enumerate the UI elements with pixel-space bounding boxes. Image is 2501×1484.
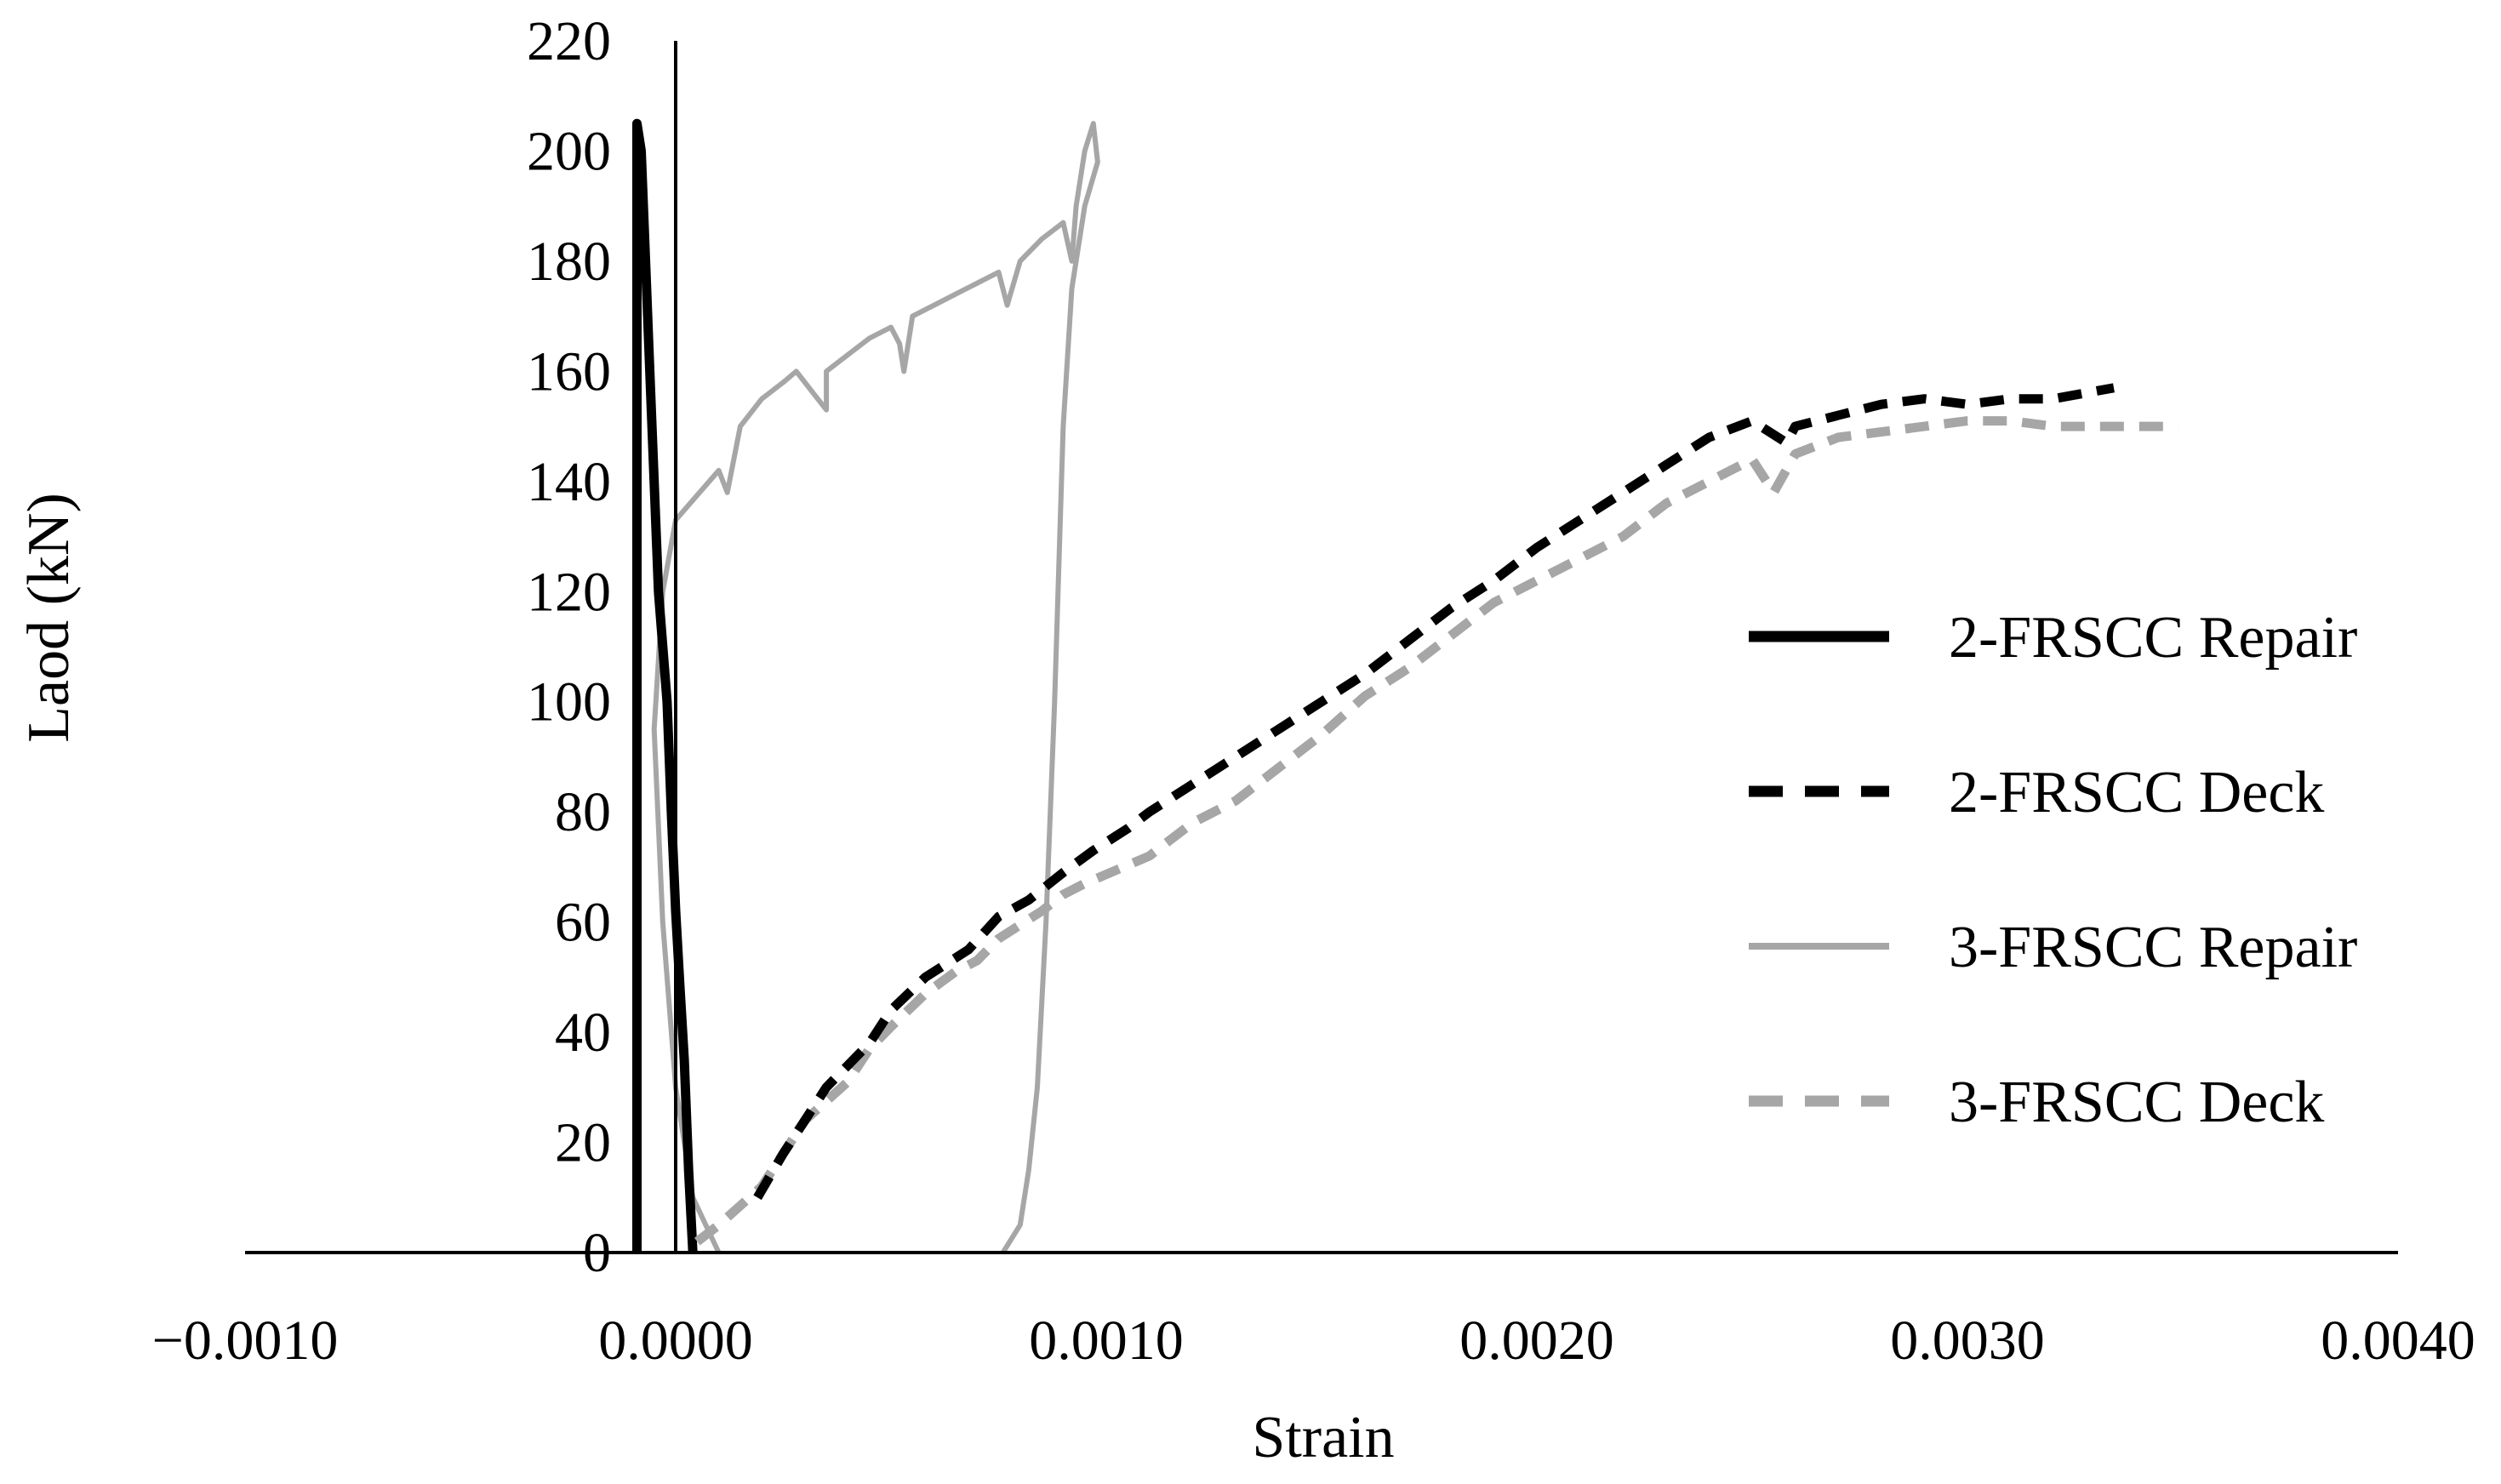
axis-layer — [245, 41, 2398, 1254]
legend: 2-FRSCC Repair 2-FRSCC Deck 3-FRSCC Repair… — [1749, 605, 2357, 1135]
legend-label-3-frscc-repair: 3-FRSCC Repair — [1949, 915, 2357, 980]
x-axis-title: Strain — [1252, 1405, 1394, 1470]
y-tick-label: 20 — [555, 1112, 611, 1174]
legend-label-2-frscc-repair: 2-FRSCC Repair — [1949, 605, 2357, 671]
y-tick-label: 60 — [555, 892, 611, 954]
y-tick-label: 220 — [527, 10, 611, 72]
y-tick-label: 200 — [527, 120, 611, 182]
x-tick-label: −0.0010 — [152, 1310, 339, 1372]
y-tick-label: 140 — [527, 451, 611, 513]
x-tick-label: 0.0020 — [1459, 1310, 1614, 1372]
series-line-2-frscc-repair — [632, 118, 698, 1253]
legend-label-2-frscc-deck: 2-FRSCC Deck — [1949, 760, 2324, 825]
y-tick-label: 160 — [527, 340, 611, 402]
y-axis-title: Laod (kN) — [16, 493, 82, 743]
x-tick-label: 0.0010 — [1029, 1310, 1184, 1372]
series-line-3-frscc-repair — [651, 121, 1100, 1254]
legend-label-3-frscc-deck: 3-FRSCC Deck — [1949, 1070, 2324, 1135]
y-tick-label: 120 — [527, 561, 611, 623]
y-tick-label: 0 — [583, 1222, 611, 1284]
tick-label-layer: −0.0010 0.0000 0.0010 0.0020 0.0030 0.0040 0 20… — [152, 10, 2475, 1372]
series-line-3-frscc-deck — [694, 416, 2178, 1246]
y-tick-label: 100 — [527, 671, 611, 733]
series-line-2-frscc-deck — [753, 383, 2115, 1201]
y-tick-label: 40 — [555, 1002, 611, 1064]
series-layer — [632, 118, 2178, 1254]
y-tick-label: 180 — [527, 231, 611, 293]
x-tick-label: 0.0030 — [1890, 1310, 2045, 1372]
x-tick-label: 0.0040 — [2321, 1310, 2475, 1372]
y-tick-label: 80 — [555, 781, 611, 843]
x-tick-label: 0.0000 — [598, 1310, 753, 1372]
